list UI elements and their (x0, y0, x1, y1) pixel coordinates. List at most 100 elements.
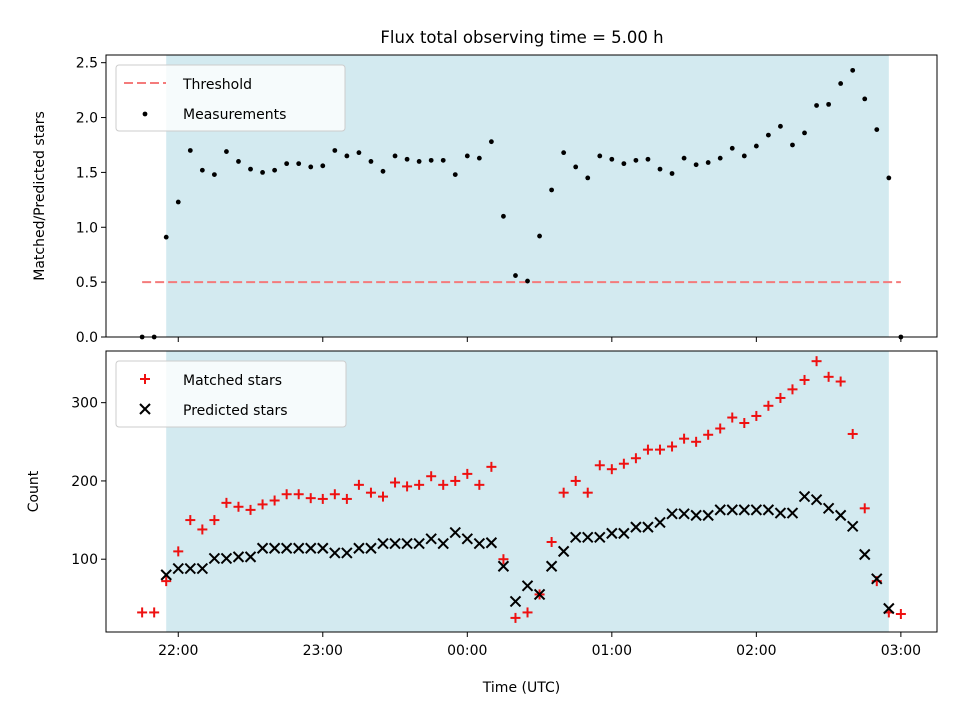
legend-cross-marker (139, 403, 151, 415)
predicted-star-point (702, 509, 714, 522)
top-legend: Threshold Measurements (115, 64, 346, 132)
matched-star-point (715, 423, 726, 434)
measurement-point (428, 157, 434, 163)
matched-star-point (691, 436, 702, 447)
predicted-star-point (485, 537, 498, 549)
matched-star-point (426, 471, 437, 482)
measurement-point (392, 153, 398, 159)
matched-star-point (149, 607, 160, 618)
y-tick-label: 200 (71, 474, 98, 490)
predicted-star-point (196, 562, 209, 575)
measurement-point (838, 81, 844, 86)
x-tick-label: 23:00 (303, 643, 343, 659)
bottom-legend: Matched stars Predicted stars (115, 360, 347, 428)
predicted-star-point (871, 573, 883, 585)
predicted-star-point (545, 560, 558, 572)
measurement-point (826, 101, 832, 107)
predicted-star-point (232, 551, 245, 563)
measurement-point (513, 273, 518, 278)
matched-star-point (269, 495, 280, 506)
predicted-star-point (834, 509, 847, 522)
matched-star-point (859, 503, 870, 514)
x-tick-label: 00:00 (447, 643, 487, 659)
predicted-star-point (389, 537, 401, 550)
matched-star-point (618, 458, 629, 469)
matched-star-point (390, 477, 401, 488)
matched-star-point (161, 576, 172, 587)
matched-star-point (510, 612, 521, 623)
matched-star-point (703, 429, 714, 440)
matched-star-point (137, 607, 148, 618)
measurement-point (729, 145, 735, 151)
y-tick-label: 300 (71, 396, 98, 412)
predicted-star-point (846, 520, 859, 533)
matched-star-point (402, 481, 413, 492)
predicted-star-point (425, 533, 437, 545)
matched-star-point (570, 475, 581, 486)
matched-star-point (606, 464, 617, 475)
measurement-point (633, 157, 639, 163)
panel-ratio: 0.0 0.5 1.0 1.5 2.0 2.5 Matched/Predicted sta… (32, 54, 938, 346)
measurement-point (344, 153, 350, 159)
matched-star-point (245, 504, 256, 515)
matched-star-point (546, 536, 557, 547)
bottom-axes-frame (105, 350, 938, 633)
matched-star-point (341, 493, 352, 504)
x-axis-label: Time (UTC) (482, 680, 560, 696)
predicted-star-point (401, 537, 413, 550)
predicted-star-point (582, 531, 594, 543)
legend-matched-label: Matched stars (183, 373, 282, 389)
predicted-star-point (377, 537, 389, 550)
matched-star-point (462, 468, 473, 479)
matched-star-point (414, 479, 425, 490)
predicted-star-point (654, 516, 666, 529)
matched-star-point (594, 460, 605, 471)
legend-threshold-label: Threshold (182, 77, 252, 93)
measurement-point (802, 130, 807, 136)
measurement-point (380, 168, 386, 174)
x-tick-label: 22:00 (158, 643, 198, 659)
matched-star-point (474, 479, 485, 490)
measurement-point (549, 187, 555, 193)
measurement-point (260, 170, 265, 175)
predicted-star-point (774, 507, 787, 519)
measurement-point (681, 155, 687, 161)
predicted-star-point (220, 552, 233, 565)
measurement-point (501, 213, 506, 219)
matched-star-point (630, 453, 641, 464)
matched-star-point (895, 608, 906, 619)
matched-star-point (642, 444, 653, 455)
predicted-star-point (244, 551, 257, 563)
measurement-point (585, 175, 591, 181)
predicted-star-point (521, 580, 534, 592)
matched-star-point (835, 376, 846, 387)
matched-star-point (185, 515, 196, 526)
measurement-point (464, 153, 470, 159)
matched-star-point (353, 479, 364, 490)
measurement-point (175, 199, 181, 205)
matched-star-point (558, 487, 569, 498)
measurement-point (284, 161, 290, 167)
measurement-point (199, 167, 205, 173)
predicted-star-point (810, 494, 823, 506)
predicted-star-point (292, 542, 305, 554)
predicted-star-point (353, 542, 365, 554)
measurement-point (163, 234, 169, 240)
measurement-point (765, 132, 771, 138)
measurement-point (211, 172, 217, 178)
top-y-axis-label: Matched/Predicted stars (32, 111, 48, 281)
matched-star-point (233, 501, 244, 512)
measurement-point (874, 127, 880, 133)
predicted-star-point (714, 504, 726, 516)
measurement-point (416, 159, 422, 164)
legend-plus-marker (140, 374, 150, 384)
measurement-point (404, 156, 410, 162)
matched-star-point (257, 499, 268, 510)
measurement-point (440, 157, 446, 163)
matched-star-point (281, 489, 292, 500)
y-tick-label: 1.5 (76, 165, 98, 181)
predicted-star-point (305, 542, 317, 554)
matched-star-point (365, 487, 376, 498)
predicted-star-point (678, 508, 690, 520)
predicted-star-point (750, 504, 763, 516)
